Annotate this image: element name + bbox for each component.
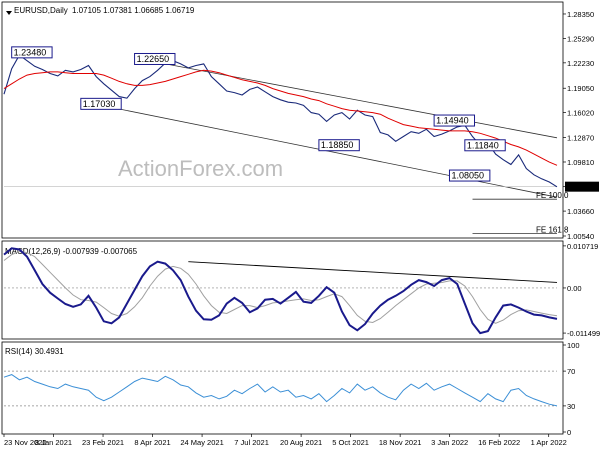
level-label-3: 1.17030 [83, 99, 116, 109]
macd-panel: MACD(12,26,9) -0.007939 -0.007065 [1, 240, 564, 340]
x-tick-3: 23 Feb 2021 [82, 438, 124, 447]
x-tick-4: 8 Apr 2021 [134, 438, 170, 447]
price-y-tick-1: 1.28350 [567, 10, 594, 19]
swing-level-labels: 1.23480 1.22650 1.17030 1.18850 1.14940 1.118… [11, 46, 506, 182]
rsi-y-tick-3: 30 [567, 402, 575, 411]
rsi-series [3, 370, 558, 407]
macd-title: MACD(12,26,9) -0.007939 -0.007065 [5, 247, 138, 256]
price-panel: EURUSD,Daily 1.07105 1.07381 1.06685 1.0… [1, 1, 569, 239]
x-tick-10: 3 Jan 2022 [431, 438, 468, 447]
rsi-panel: RSI(14) 30.4931 [1, 341, 564, 435]
price-y-tick-6: 1.12870 [567, 134, 594, 143]
macd-trendline [188, 261, 558, 283]
ohlc-readout: 1.07105 1.07381 1.06685 1.06719 [72, 6, 195, 15]
level-label-1: 1.23480 [14, 47, 47, 57]
price-y-tick-7: 1.09810 [567, 158, 594, 167]
x-tick-7: 20 Aug 2021 [280, 438, 322, 447]
macd-y-tick-3: -0.011499 [567, 329, 600, 338]
price-y-tick-8: 1.06719 [567, 183, 594, 192]
x-tick-9: 18 Nov 2021 [379, 438, 422, 447]
price-y-tick-9: 1.03660 [567, 207, 594, 216]
rsi-line [3, 374, 558, 407]
rsi-y-tick-1: 100 [567, 341, 580, 350]
x-tick-6: 7 Jul 2021 [234, 438, 269, 447]
level-box-4 [318, 139, 360, 152]
price-y-tick-10: 1.00540 [567, 232, 594, 241]
current-price-badge [565, 181, 599, 192]
x-tick-1: 23 Nov 2020 [4, 438, 47, 447]
level-label-6: 1.11840 [467, 140, 499, 150]
macd-y-tick-2: 0.00 [567, 284, 582, 293]
fe-label-2: FE 161.8 [536, 226, 569, 235]
signal-line [3, 250, 558, 324]
level-box-6 [464, 139, 506, 152]
fe-label-1: FE 100.0 [536, 191, 569, 200]
level-box-3 [80, 97, 122, 110]
dropdown-triangle-icon[interactable] [6, 11, 12, 15]
price-y-tick-5: 1.16020 [567, 108, 594, 117]
macd-line [3, 247, 558, 335]
rsi-y-tick-2: 70 [567, 367, 575, 376]
price-y-tick-2: 1.25290 [567, 34, 594, 43]
level-label-4: 1.18850 [321, 140, 354, 150]
level-label-7: 1.08050 [451, 171, 484, 181]
moving-average-line [3, 69, 558, 166]
macd-y-tick-1: 0.010719 [567, 242, 598, 251]
level-label-2: 1.22650 [137, 54, 170, 64]
level-box-5 [433, 114, 476, 127]
rsi-y-tick-4: 0 [567, 428, 571, 437]
price-y-tick-3: 1.22230 [567, 59, 594, 68]
macd-series [3, 247, 558, 335]
level-box-7 [448, 169, 491, 182]
x-tick-11: 16 Feb 2022 [478, 438, 520, 447]
x-tick-2: 8 Jan 2021 [35, 438, 72, 447]
channel-line-1 [142, 59, 558, 139]
level-box-1 [11, 46, 53, 59]
level-label-5: 1.14940 [436, 116, 469, 126]
x-tick-8: 5 Oct 2021 [332, 438, 369, 447]
watermark: ActionForex.com [118, 156, 283, 181]
price-y-tick-4: 1.19050 [567, 84, 594, 93]
y-axis-ticks: 1.28350 1.25290 1.22230 1.19050 1.16020 1.128… [563, 10, 600, 437]
fibonacci-extension-lines: FE 100.0 FE 161.8 [4, 186, 569, 235]
x-tick-12: 1 Apr 2022 [531, 438, 567, 447]
level-box-2 [134, 52, 176, 65]
symbol-label: EURUSD,Daily [14, 6, 68, 15]
x-tick-5: 24 May 2021 [180, 438, 223, 447]
rsi-title: RSI(14) 30.4931 [5, 347, 64, 356]
